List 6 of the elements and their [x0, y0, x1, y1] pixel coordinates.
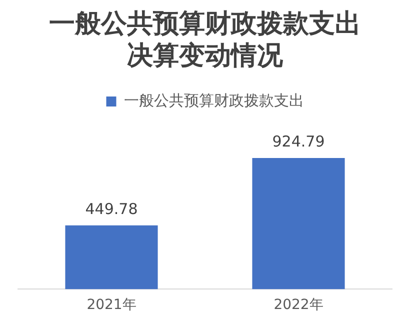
x-tick-label: 2021年 [86, 297, 136, 314]
data-label: 924.79 [272, 132, 325, 150]
data-label: 449.78 [85, 200, 138, 218]
chart-title: 一般公共预算财政拨款支出决算变动情况 [48, 8, 362, 72]
x-tick-label: 2022年 [274, 297, 324, 314]
legend-label: 一般公共预算财政拨款支出 [124, 91, 304, 110]
